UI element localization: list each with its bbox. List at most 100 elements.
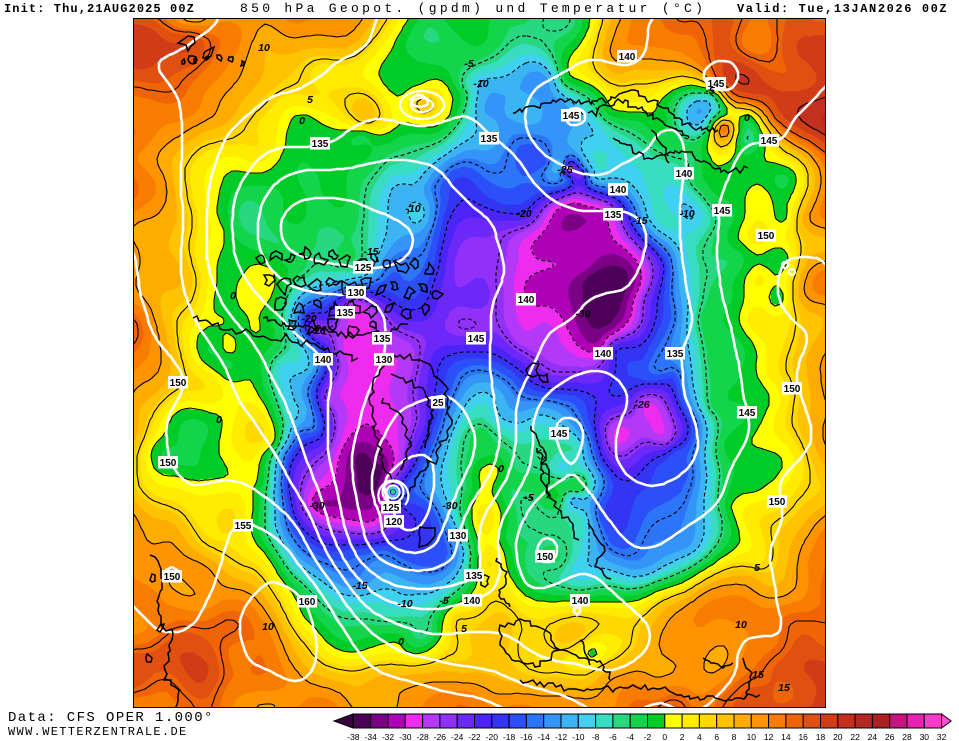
svg-text:-5: -5 (705, 85, 714, 97)
svg-text:150: 150 (769, 497, 786, 508)
svg-text:130: 130 (376, 355, 393, 366)
svg-text:0: 0 (498, 463, 504, 475)
svg-text:-38: -38 (347, 732, 360, 741)
svg-text:150: 150 (160, 458, 177, 469)
svg-text:-30: -30 (575, 308, 590, 320)
svg-text:-26: -26 (310, 325, 325, 337)
svg-text:-28: -28 (416, 732, 429, 741)
svg-text:125: 125 (355, 263, 372, 274)
svg-text:135: 135 (312, 139, 329, 150)
svg-text:140: 140 (572, 596, 589, 607)
svg-text:-5: -5 (524, 492, 533, 504)
svg-text:135: 135 (337, 308, 354, 319)
svg-text:145: 145 (761, 136, 778, 147)
svg-text:15: 15 (778, 682, 790, 694)
svg-text:155: 155 (235, 521, 252, 532)
svg-text:-20: -20 (486, 732, 499, 741)
svg-text:-26: -26 (634, 399, 649, 411)
svg-text:140: 140 (315, 355, 332, 366)
svg-text:-18: -18 (503, 732, 516, 741)
svg-text:150: 150 (170, 378, 187, 389)
svg-text:14: 14 (781, 732, 791, 741)
svg-text:-10: -10 (473, 78, 488, 90)
svg-text:150: 150 (784, 384, 801, 395)
svg-text:0: 0 (662, 732, 667, 741)
svg-text:-16: -16 (520, 732, 533, 741)
svg-text:135: 135 (374, 334, 391, 345)
svg-text:-8: -8 (592, 732, 600, 741)
svg-text:-10: -10 (397, 598, 412, 610)
svg-text:-6: -6 (609, 732, 617, 741)
svg-text:145: 145 (551, 429, 568, 440)
svg-text:12: 12 (764, 732, 774, 741)
svg-text:0: 0 (744, 112, 750, 124)
svg-text:0: 0 (398, 636, 404, 648)
svg-text:0: 0 (230, 290, 236, 302)
svg-text:30: 30 (920, 732, 930, 741)
svg-text:-15: -15 (352, 580, 367, 592)
svg-text:145: 145 (468, 334, 485, 345)
svg-text:160: 160 (299, 597, 316, 608)
svg-text:10: 10 (258, 42, 270, 54)
svg-text:10: 10 (735, 619, 747, 631)
svg-text:-4: -4 (626, 732, 634, 741)
svg-text:10: 10 (747, 732, 757, 741)
svg-text:-20: -20 (516, 208, 531, 220)
svg-text:-32: -32 (382, 732, 395, 741)
svg-text:125: 125 (383, 503, 400, 514)
svg-text:150: 150 (164, 572, 181, 583)
svg-text:-30: -30 (309, 500, 324, 512)
svg-text:25: 25 (432, 398, 444, 409)
svg-text:140: 140 (595, 349, 612, 360)
svg-text:5: 5 (461, 623, 467, 635)
svg-text:150: 150 (758, 231, 775, 242)
svg-text:-34: -34 (365, 732, 378, 741)
svg-text:16: 16 (798, 732, 808, 741)
svg-text:20: 20 (833, 732, 843, 741)
svg-text:0: 0 (216, 414, 222, 426)
svg-text:28: 28 (902, 732, 912, 741)
svg-text:120: 120 (386, 517, 403, 528)
svg-text:140: 140 (518, 295, 535, 306)
svg-text:135: 135 (605, 210, 622, 221)
svg-text:2: 2 (680, 732, 685, 741)
svg-text:18: 18 (816, 732, 826, 741)
svg-text:-10: -10 (572, 732, 585, 741)
svg-text:24: 24 (868, 732, 878, 741)
svg-text:0: 0 (299, 115, 305, 127)
svg-text:-10: -10 (679, 208, 694, 220)
svg-text:8: 8 (732, 732, 737, 741)
svg-text:-15: -15 (632, 215, 647, 227)
svg-text:26: 26 (885, 732, 895, 741)
svg-text:22: 22 (850, 732, 860, 741)
svg-text:145: 145 (739, 408, 756, 419)
svg-text:130: 130 (450, 531, 467, 542)
svg-text:145: 145 (563, 111, 580, 122)
svg-text:135: 135 (466, 571, 483, 582)
svg-text:140: 140 (610, 185, 627, 196)
svg-text:-5: -5 (464, 58, 473, 70)
svg-text:150: 150 (537, 552, 554, 563)
svg-text:-26: -26 (434, 732, 447, 741)
svg-text:-30: -30 (399, 732, 412, 741)
svg-text:5: 5 (754, 562, 760, 574)
svg-text:145: 145 (708, 79, 725, 90)
svg-text:-2: -2 (644, 732, 652, 741)
svg-text:-24: -24 (451, 732, 464, 741)
svg-text:10: 10 (262, 621, 274, 633)
svg-text:-15: -15 (363, 246, 378, 258)
svg-text:145: 145 (714, 206, 731, 217)
svg-text:130: 130 (348, 288, 365, 299)
svg-text:-14: -14 (538, 732, 551, 741)
svg-text:-12: -12 (555, 732, 568, 741)
svg-text:-10: -10 (405, 203, 420, 215)
svg-text:135: 135 (667, 349, 684, 360)
svg-text:135: 135 (481, 134, 498, 145)
svg-text:4: 4 (697, 732, 702, 741)
svg-text:-22: -22 (468, 732, 481, 741)
svg-text:-30: -30 (442, 500, 457, 512)
svg-text:6: 6 (714, 732, 719, 741)
svg-text:-5: -5 (439, 595, 448, 607)
svg-text:5: 5 (307, 94, 313, 106)
svg-text:140: 140 (676, 169, 693, 180)
